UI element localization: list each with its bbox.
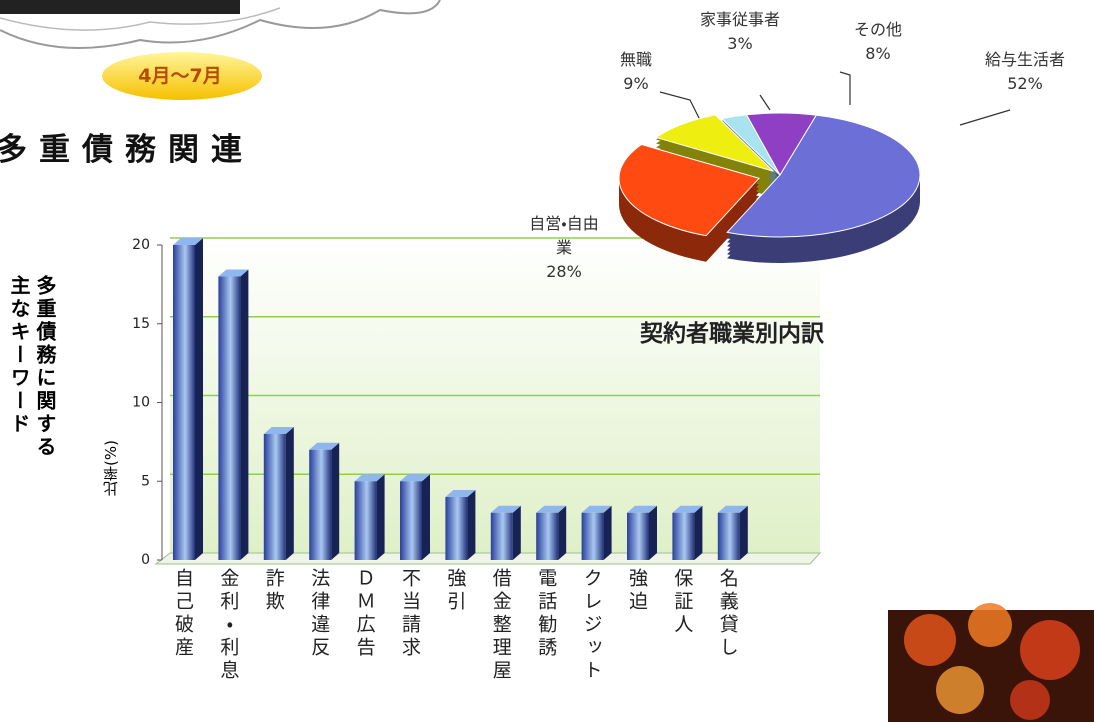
bar-side <box>376 474 385 560</box>
bar-top <box>490 505 521 513</box>
bar-top <box>627 505 657 513</box>
bar-side <box>603 505 612 560</box>
bar-side <box>467 490 476 560</box>
photo-leaves <box>904 603 1080 720</box>
bar <box>400 481 422 560</box>
pie-label-name: その他 <box>853 20 902 39</box>
pie-label: 家事従事者 3% <box>700 8 780 56</box>
bar-top <box>263 427 294 434</box>
bar-side <box>558 505 567 560</box>
bar-side <box>195 238 203 560</box>
bar-top <box>173 238 203 245</box>
side-heading: 多重債務に関する <box>33 275 57 459</box>
pie-slice <box>654 114 774 172</box>
bar <box>354 481 377 560</box>
bar <box>581 512 604 560</box>
bar-top <box>581 505 612 513</box>
pie-label: 給与生活者 52% <box>985 48 1065 96</box>
pie-value-label: 8% <box>865 44 891 63</box>
pie-slice <box>745 112 818 176</box>
badge-text: 4月～7月 <box>138 65 222 87</box>
y-tick-label: 10 <box>132 395 150 411</box>
bar <box>672 512 695 560</box>
bar <box>218 276 241 560</box>
pie-value-label: 9% <box>623 74 649 93</box>
x-tick-label: 借金整理屋 <box>489 568 512 683</box>
bar-top <box>672 505 703 513</box>
x-tick-label: 金利・利息 <box>217 568 240 683</box>
x-tick-label: 詐欺 <box>262 568 285 614</box>
cloud-outline <box>0 7 281 31</box>
bar-side <box>649 505 657 560</box>
y-tick-label: 15 <box>132 316 150 332</box>
pie-value-label: 52% <box>1007 74 1043 93</box>
bar-side <box>422 474 430 560</box>
bar <box>309 449 332 560</box>
cloud-outline <box>0 0 441 49</box>
x-tick-label: 名義貸し <box>716 568 739 660</box>
bar <box>173 245 195 560</box>
x-tick-label: ＤＭ広告 <box>353 568 376 660</box>
bar-side <box>240 269 249 560</box>
pie-label-name: 給与生活者 <box>985 50 1066 69</box>
pie-label: 無職 9% <box>596 48 676 96</box>
bar <box>263 434 286 560</box>
headline: 多重債務関連 <box>0 132 254 168</box>
pie-label-name: 無職 <box>619 50 652 69</box>
x-tick-label: 不当請求 <box>399 568 421 660</box>
bar-top <box>536 505 567 513</box>
pie-label-name: 家事従事者 <box>700 10 781 29</box>
side-heading: 主なキーワード <box>7 275 31 436</box>
bar <box>490 512 513 560</box>
bar-side <box>694 505 703 560</box>
pie-value-label: 3% <box>727 34 753 53</box>
pie-title: 契約者職業別内訳 <box>640 321 824 347</box>
bar <box>627 512 649 560</box>
bar-side <box>331 442 340 560</box>
bar-top <box>309 442 340 450</box>
bar-top <box>218 269 249 277</box>
bar <box>717 512 740 560</box>
y-tick-label: 0 <box>141 552 150 568</box>
x-tick-label: 自己破産 <box>172 568 194 660</box>
badge <box>102 52 262 100</box>
y-tick-label: 5 <box>141 473 150 489</box>
bar <box>445 497 468 560</box>
y-tick-label: 20 <box>132 237 150 253</box>
pie-value-label: 28% <box>546 262 582 281</box>
bar-side <box>512 505 521 560</box>
pie-label: その他 8% <box>838 18 918 66</box>
bar <box>536 512 559 560</box>
bar-side <box>739 505 748 560</box>
pie-slice <box>618 143 760 237</box>
bar-side <box>285 427 294 560</box>
pie-slice <box>726 114 921 238</box>
bar-top <box>717 505 748 513</box>
bar-top <box>445 490 476 497</box>
pie-label: 自営・自由業 28% <box>524 212 604 284</box>
pie-label-name: 自営・自由業 <box>529 214 599 257</box>
x-tick-label: 強引 <box>444 568 467 614</box>
x-tick-label: 保証人 <box>671 568 694 637</box>
cloud-text-cropped <box>0 0 240 14</box>
x-tick-label: 法律違反 <box>308 568 331 660</box>
x-tick-label: 強迫 <box>626 568 648 614</box>
x-tick-label: 電話勧誘 <box>535 568 558 660</box>
bar-top <box>400 474 430 482</box>
y-axis-title: 比率(%) <box>102 440 120 496</box>
bar-top <box>354 474 385 482</box>
x-tick-label: クレジット <box>580 568 603 683</box>
